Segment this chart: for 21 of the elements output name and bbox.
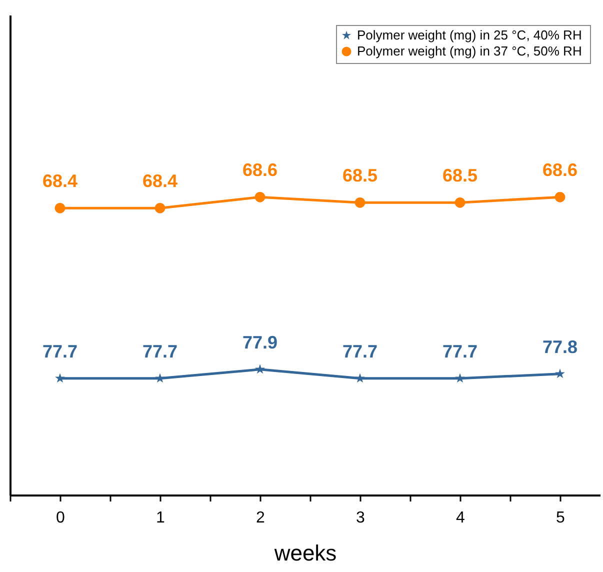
data-label: 68.4 — [42, 171, 78, 192]
data-label: 68.5 — [342, 166, 378, 186]
data-label: 68.5 — [442, 166, 478, 186]
data-label: 77.7 — [142, 341, 178, 362]
x-tick-label: 4 — [456, 510, 466, 526]
x-tick-label: 1 — [156, 510, 166, 526]
data-label: 77.7 — [42, 341, 78, 362]
data-label: 68.4 — [142, 171, 178, 192]
x-tick-label: 0 — [56, 510, 66, 526]
x-tick-label: 2 — [256, 510, 266, 526]
data-label: 68.6 — [242, 160, 278, 180]
x-tick-label: 5 — [556, 510, 566, 526]
legend-label: Polymer weight (mg) in 25 °C, 40% RH — [357, 28, 582, 42]
data-label: 77.7 — [342, 341, 378, 362]
data-label: 77.8 — [542, 336, 578, 357]
legend-label: Polymer weight (mg) in 37 °C, 50% RH — [357, 44, 582, 58]
data-label: 68.6 — [542, 160, 578, 180]
data-label: 77.7 — [442, 341, 478, 362]
data-label: 77.9 — [242, 332, 278, 352]
x-axis-title: weeks — [273, 540, 337, 566]
x-tick-label: 3 — [356, 510, 366, 526]
